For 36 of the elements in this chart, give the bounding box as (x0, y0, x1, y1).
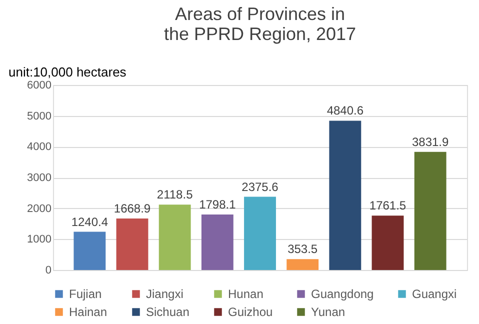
y-tick-label: 3000 (27, 172, 52, 184)
bar (244, 196, 276, 270)
legend-label: Guangxi (412, 287, 457, 301)
bar (201, 214, 234, 270)
bar (329, 120, 362, 270)
bar (74, 232, 106, 270)
legend-label: Hainan (69, 305, 108, 319)
legend-label: Yunan (311, 305, 346, 319)
data-label: 1240.4 (71, 214, 108, 229)
data-label: 2118.5 (156, 188, 194, 202)
bar (372, 216, 404, 270)
y-axis-title: unit:10,000 hectares (8, 64, 127, 80)
data-label: 3831.9 (412, 134, 450, 149)
data-label: 1668.9 (114, 202, 151, 216)
legend-label: Fujian (69, 287, 102, 301)
data-label: 1761.5 (369, 198, 406, 213)
bar (414, 152, 446, 270)
legend-label: Hunan (228, 287, 264, 301)
chart-title: Areas of Provinces in the PPRD Region, 2017 (164, 4, 356, 44)
y-tick-label: 0 (45, 264, 52, 276)
bar (286, 259, 319, 270)
y-tick-label: 1000 (27, 234, 52, 246)
y-tick-label: 5000 (27, 110, 52, 122)
legend-label: Sichuan (146, 305, 190, 319)
data-label: 2375.6 (242, 180, 279, 194)
y-tick-label: 6000 (27, 80, 52, 92)
y-tick-label: 2000 (27, 202, 52, 215)
y-tick-label: 4000 (27, 141, 52, 154)
legend-label: Jiangxi (146, 287, 184, 301)
bar (158, 204, 191, 270)
data-label: 4840.6 (326, 104, 364, 118)
data-label: 1798.1 (199, 198, 236, 212)
legend-label: Guizhou (228, 305, 273, 319)
bar (116, 218, 148, 270)
legend-label: Guangdong (311, 287, 374, 301)
data-label: 353.5 (288, 242, 318, 256)
